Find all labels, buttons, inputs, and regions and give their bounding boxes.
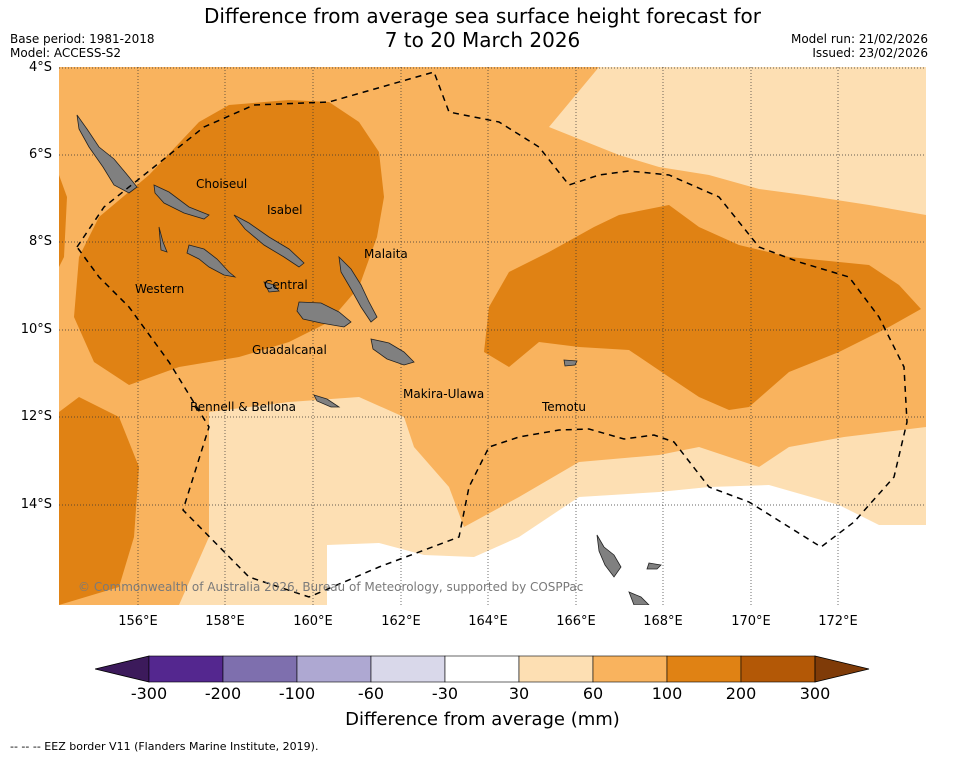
model-info: Base period: 1981-2018 Model: ACCESS-S2 bbox=[10, 32, 155, 60]
colorbar-segment bbox=[222, 655, 298, 683]
place-malaita: Malaita bbox=[364, 247, 408, 261]
island-vanuatu-north bbox=[596, 534, 622, 578]
lon-label-172e: 172°E bbox=[818, 614, 858, 629]
island-small-western bbox=[158, 226, 168, 253]
island-guadalcanal bbox=[296, 301, 352, 328]
lon-label-166e: 166°E bbox=[556, 614, 596, 629]
colorbar bbox=[95, 655, 870, 683]
colorbar-extend-high bbox=[814, 655, 870, 683]
eez-border bbox=[76, 71, 908, 598]
place-makira-ulawa: Makira-Ulawa bbox=[403, 387, 485, 401]
lon-label-158e: 158°E bbox=[205, 614, 245, 629]
anomaly-near-zero-region bbox=[327, 485, 926, 605]
lat-label-14s: 14°S bbox=[20, 497, 52, 512]
colorbar-segment bbox=[370, 655, 446, 683]
lat-label-12s: 12°S bbox=[20, 409, 52, 424]
island-choiseul bbox=[153, 184, 210, 220]
colorbar-tick: 30 bbox=[508, 684, 530, 703]
lon-label-168e: 168°E bbox=[643, 614, 683, 629]
lat-label-6s: 6°S bbox=[28, 147, 52, 162]
lat-label-4s: 4°S bbox=[28, 60, 52, 75]
colorbar-title: Difference from average (mm) bbox=[345, 709, 620, 730]
anomaly-100-200-southwest bbox=[59, 397, 139, 605]
anomaly-100-200-east bbox=[484, 205, 921, 410]
island-isabel bbox=[233, 214, 305, 268]
colorbar-segment bbox=[666, 655, 742, 683]
colorbar-tick: -30 bbox=[431, 684, 459, 703]
lon-label-156e: 156°E bbox=[118, 614, 158, 629]
place-central: Central bbox=[264, 278, 308, 292]
anomaly-30-60-northeast bbox=[549, 67, 926, 215]
forecast-map bbox=[59, 67, 926, 605]
place-guadalcanal: Guadalcanal bbox=[252, 343, 327, 357]
lat-label-10s: 10°S bbox=[20, 322, 52, 337]
place-rennell-bellona: Rennell & Bellona bbox=[190, 400, 297, 414]
colorbar-tick: 60 bbox=[582, 684, 604, 703]
island-vanuatu-east bbox=[646, 562, 662, 570]
lat-label-8s: 8°S bbox=[28, 234, 52, 249]
map-title: Difference from average sea surface heig… bbox=[0, 4, 965, 52]
anomaly-100-200-edge bbox=[59, 175, 67, 267]
island-new-georgia bbox=[186, 244, 237, 278]
lon-label-162e: 162°E bbox=[381, 614, 421, 629]
colorbar-tick: -100 bbox=[278, 684, 316, 703]
base-period: Base period: 1981-2018 bbox=[10, 32, 155, 46]
island-central bbox=[263, 281, 280, 293]
place-choiseul: Choiseul bbox=[196, 177, 248, 191]
colorbar-tick: 100 bbox=[651, 684, 683, 703]
island-choiseul-west bbox=[76, 114, 138, 194]
colorbar-tick: 200 bbox=[725, 684, 757, 703]
colorbar-segment bbox=[592, 655, 668, 683]
copyright-notice: © Commonwealth of Australia 2026, Bureau… bbox=[78, 580, 584, 594]
colorbar-segment bbox=[148, 655, 224, 683]
issued-date: Issued: 23/02/2026 bbox=[812, 46, 928, 60]
title-line-1: Difference from average sea surface heig… bbox=[203, 4, 762, 28]
island-vanuatu-south bbox=[628, 591, 650, 605]
colorbar-tick: -300 bbox=[130, 684, 168, 703]
colorbar-segment bbox=[296, 655, 372, 683]
lon-label-170e: 170°E bbox=[731, 614, 771, 629]
island-malaita bbox=[338, 255, 378, 323]
place-temotu: Temotu bbox=[542, 400, 587, 414]
island-rennell bbox=[313, 394, 341, 408]
colorbar-segment bbox=[518, 655, 594, 683]
colorbar-tick: 300 bbox=[799, 684, 831, 703]
eez-footnote: -- -- -- EEZ border V11 (Flanders Marine… bbox=[10, 740, 319, 753]
colorbar-tick: -60 bbox=[357, 684, 385, 703]
title-line-2: 7 to 20 March 2026 bbox=[384, 28, 581, 52]
island-temotu bbox=[563, 359, 578, 367]
land-masses bbox=[76, 114, 662, 605]
colorbar-segment bbox=[444, 655, 520, 683]
model-name: Model: ACCESS-S2 bbox=[10, 46, 122, 60]
lon-label-160e: 160°E bbox=[293, 614, 333, 629]
island-makira bbox=[370, 338, 415, 366]
place-isabel: Isabel bbox=[267, 203, 303, 217]
colorbar-extend-low bbox=[95, 655, 150, 683]
lon-label-164e: 164°E bbox=[468, 614, 508, 629]
model-run-date: Model run: 21/02/2026 bbox=[790, 32, 928, 46]
place-western: Western bbox=[135, 282, 185, 296]
colorbar-tick: -200 bbox=[204, 684, 242, 703]
run-info: Model run: 21/02/2026 Issued: 23/02/2026 bbox=[791, 32, 928, 60]
colorbar-segment bbox=[740, 655, 816, 683]
